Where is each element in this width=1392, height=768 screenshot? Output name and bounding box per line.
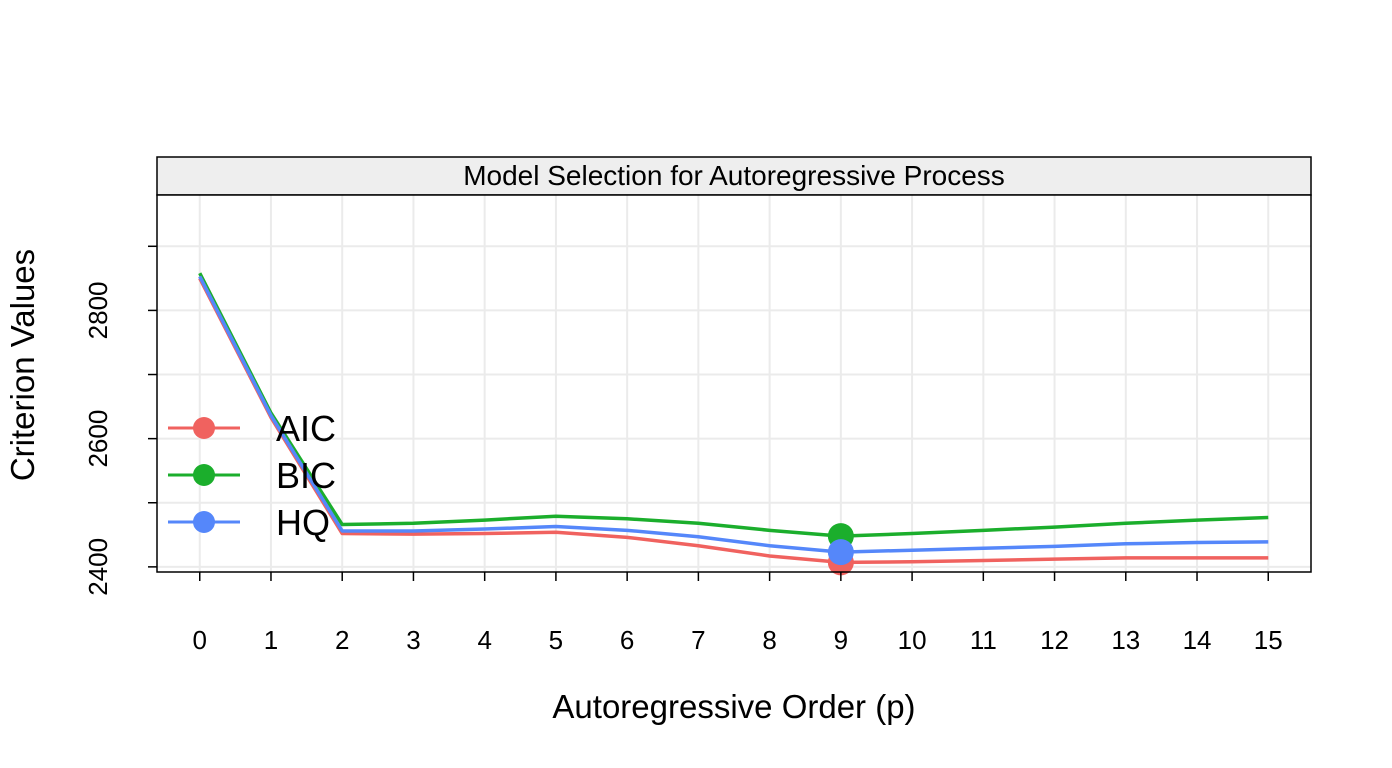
x-tick-label: 9 <box>834 625 848 655</box>
y-tick-label: 2600 <box>83 410 113 468</box>
x-tick-label: 13 <box>1111 625 1140 655</box>
x-tick-label: 5 <box>549 625 563 655</box>
x-tick-label: 10 <box>898 625 927 655</box>
highlight-points <box>827 523 854 576</box>
x-tick-label: 3 <box>406 625 420 655</box>
y-tick-label: 2400 <box>83 538 113 596</box>
legend-marker-aic <box>193 417 215 439</box>
legend: AIC BIC HQ <box>168 408 336 543</box>
legend-label-aic: AIC <box>276 408 336 449</box>
x-axis: 0 1 2 3 4 5 6 7 8 9 10 11 12 13 14 15 <box>193 572 1283 655</box>
legend-label-hq: HQ <box>276 502 330 543</box>
legend-marker-hq <box>193 511 215 533</box>
legend-marker-bic <box>193 464 215 486</box>
x-tick-label: 8 <box>762 625 776 655</box>
x-tick-label: 0 <box>193 625 207 655</box>
x-tick-label: 4 <box>477 625 491 655</box>
legend-label-bic: BIC <box>276 455 336 496</box>
y-axis-label: Criterion Values <box>4 249 41 481</box>
series-line-hq <box>198 275 1269 554</box>
highlight-point-hq <box>827 539 854 566</box>
series-line-bic <box>198 272 1269 538</box>
x-axis-label: Autoregressive Order (p) <box>552 688 915 725</box>
plot-panel <box>157 195 1311 572</box>
x-tick-label: 2 <box>335 625 349 655</box>
x-tick-label: 6 <box>620 625 634 655</box>
plot-border <box>156 194 1312 573</box>
series-line-aic <box>198 277 1269 565</box>
y-axis: 2400 2600 2800 <box>83 245 157 596</box>
grid-lines <box>157 195 1311 572</box>
strip-header <box>156 156 1312 196</box>
x-tick-label: 1 <box>264 625 278 655</box>
x-tick-label: 14 <box>1183 625 1212 655</box>
series-lines <box>198 272 1269 565</box>
chart-title: Model Selection for Autoregressive Proce… <box>463 160 1005 191</box>
x-tick-label: 11 <box>970 625 997 655</box>
x-tick-label: 12 <box>1040 625 1069 655</box>
x-tick-label: 15 <box>1254 625 1283 655</box>
x-tick-label: 7 <box>691 625 705 655</box>
y-tick-label: 2800 <box>83 281 113 339</box>
